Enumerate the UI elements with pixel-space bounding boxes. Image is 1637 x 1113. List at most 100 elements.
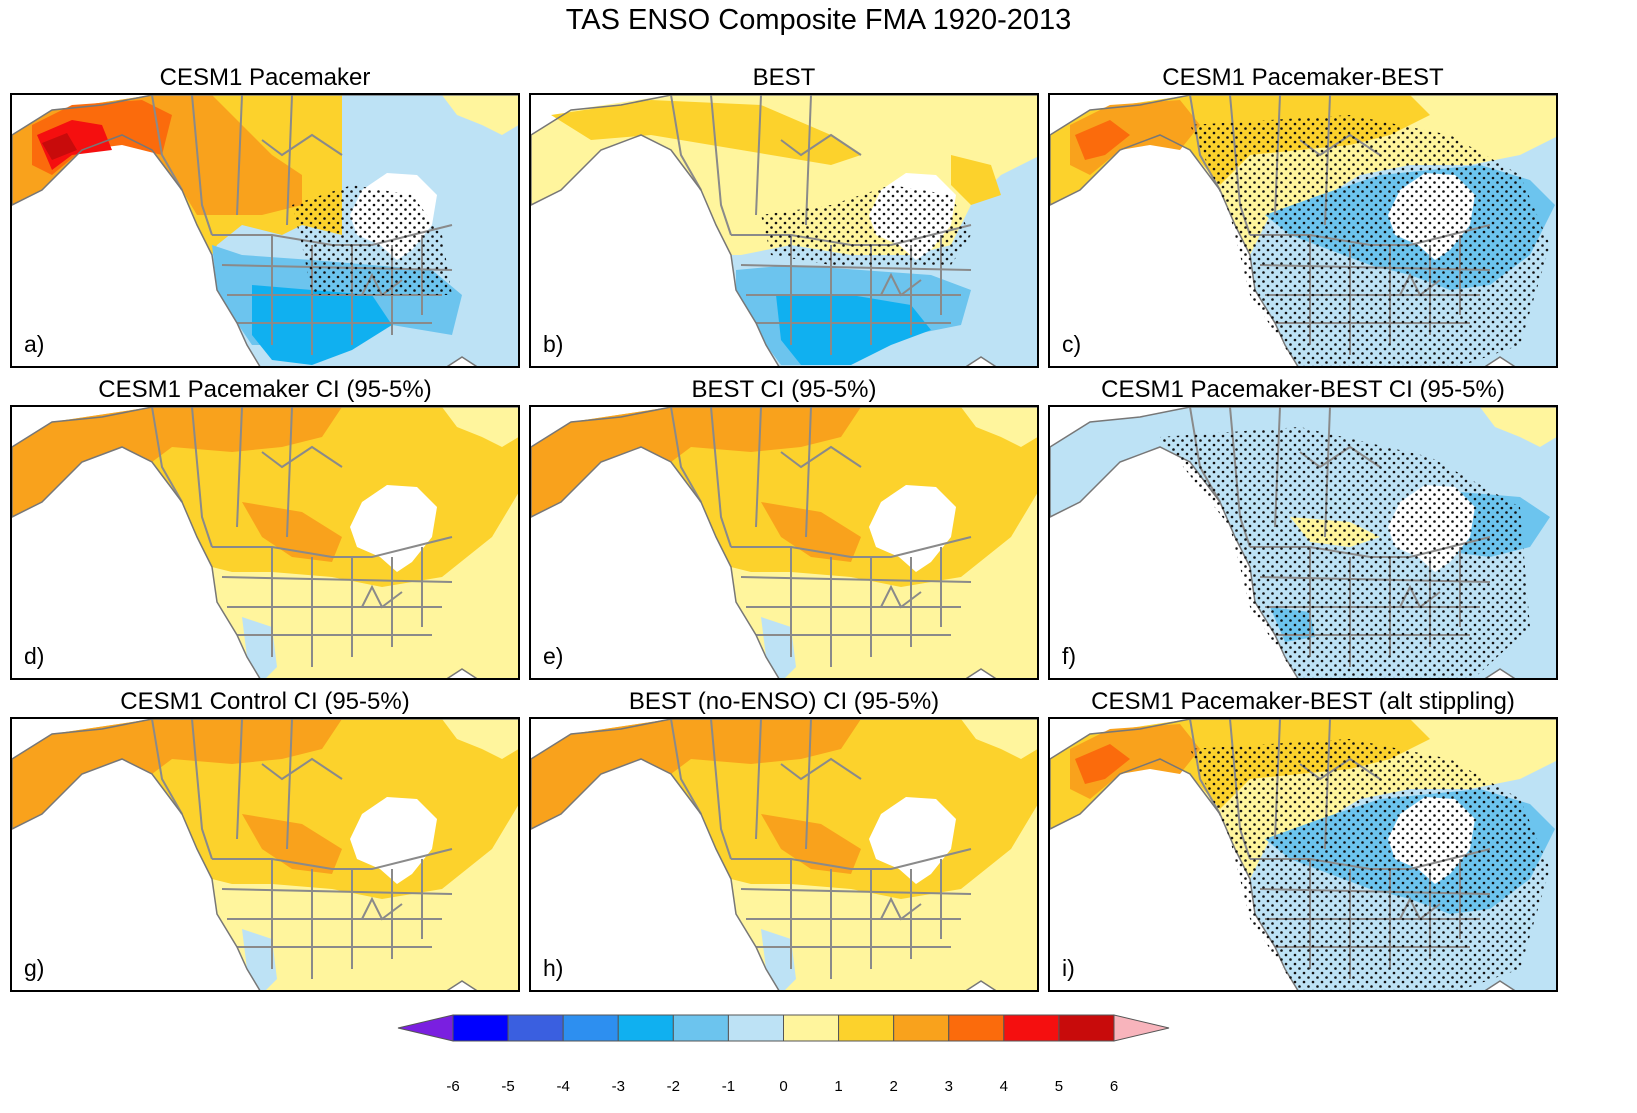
map-panel: d) xyxy=(10,405,520,680)
panel-title: BEST CI (95-5%) xyxy=(691,376,877,403)
boundary-line xyxy=(805,719,812,850)
boundary-line xyxy=(191,95,213,236)
boundary-line xyxy=(740,888,972,895)
temperature-contour xyxy=(1070,724,1200,799)
temperature-contour xyxy=(961,719,1037,759)
map-canvas xyxy=(12,719,518,990)
boundary-line xyxy=(740,576,972,583)
boundary-line xyxy=(880,272,922,297)
coastline xyxy=(531,719,1037,990)
panel-letter: b) xyxy=(543,331,564,357)
panel-letter: d) xyxy=(24,643,45,669)
boundary-line xyxy=(191,719,213,860)
temperature-contour xyxy=(1480,407,1556,447)
map-canvas xyxy=(531,407,1037,678)
colorbar-tick-label: -3 xyxy=(611,1078,625,1095)
colorbar-swatch xyxy=(893,1014,950,1042)
temperature-contour xyxy=(1070,100,1200,175)
boundary-line xyxy=(236,719,243,840)
boundary-line xyxy=(361,584,403,609)
temperature-contour xyxy=(1075,744,1130,784)
boundary-line xyxy=(710,95,732,236)
map-canvas xyxy=(531,719,1037,990)
temperature-contour xyxy=(442,719,518,759)
panel-title: CESM1 Pacemaker xyxy=(159,64,371,91)
map-canvas xyxy=(531,95,1037,366)
hudson-bay xyxy=(869,485,956,572)
boundary-line xyxy=(670,95,702,191)
boundary-line xyxy=(286,407,293,538)
colorbar-swatch xyxy=(562,1014,619,1042)
colorbar-swatch xyxy=(1058,1014,1115,1042)
temperature-contour xyxy=(242,502,342,562)
boundary-line xyxy=(151,407,183,503)
map-panel: c) xyxy=(1048,93,1558,368)
colorbar-tick-label: -4 xyxy=(556,1078,570,1095)
hudson-bay xyxy=(869,797,956,884)
temperature-contour xyxy=(42,133,77,160)
boundary-line xyxy=(191,407,213,548)
panel-title: CESM1 Control CI (95-5%) xyxy=(120,688,410,715)
coastline xyxy=(531,407,1037,678)
temperature-contour xyxy=(761,814,861,874)
panel-letter: e) xyxy=(543,643,564,669)
colorbar-low-arrow xyxy=(397,1014,454,1042)
map-panel: a) xyxy=(10,93,520,368)
panel-title: CESM1 Pacemaker-BEST CI (95-5%) xyxy=(1101,376,1505,403)
colorbar-tick-label: 6 xyxy=(1109,1078,1119,1095)
boundary-line xyxy=(221,888,453,895)
colorbar-swatch xyxy=(838,1014,895,1042)
colorbar-swatch xyxy=(617,1014,674,1042)
boundary-line xyxy=(740,264,972,271)
temperature-contour xyxy=(761,502,861,562)
colorbar-tick-label: -5 xyxy=(501,1078,515,1095)
colorbar-swatch xyxy=(452,1014,509,1042)
boundary-line xyxy=(261,133,343,157)
temperature-contour xyxy=(12,407,342,517)
map-canvas xyxy=(1050,95,1556,366)
boundary-line xyxy=(1189,95,1221,191)
boundary-line xyxy=(880,896,922,921)
temperature-contour xyxy=(531,407,861,517)
colorbar-swatch xyxy=(672,1014,729,1042)
panel-letter: i) xyxy=(1062,955,1075,981)
colorbar-tick-label: -2 xyxy=(666,1078,680,1095)
map-canvas xyxy=(1050,407,1556,678)
temperature-contour xyxy=(1480,719,1556,759)
coastline xyxy=(531,95,1037,366)
panel-title: BEST (no-ENSO) CI (95-5%) xyxy=(628,688,940,715)
temperature-contour xyxy=(551,100,861,165)
boundary-line xyxy=(805,407,812,538)
map-canvas xyxy=(1050,719,1556,990)
panel-letter: c) xyxy=(1062,331,1082,357)
coastline xyxy=(12,719,518,990)
colorbar-swatch xyxy=(948,1014,1005,1042)
boundary-line xyxy=(755,719,762,840)
colorbar-tick-label: 0 xyxy=(779,1078,788,1095)
boundary-line xyxy=(780,757,862,781)
colorbar-swatch xyxy=(783,1014,840,1042)
boundary-line xyxy=(780,445,862,469)
boundary-line xyxy=(710,719,732,860)
colorbar-tick-label: 1 xyxy=(834,1078,843,1095)
map-canvas xyxy=(12,95,518,366)
panel-title: BEST xyxy=(752,64,816,91)
temperature-contour xyxy=(961,407,1037,447)
boundary-line xyxy=(710,407,732,548)
boundary-line xyxy=(151,719,183,815)
panel-letter: f) xyxy=(1062,643,1077,669)
temperature-contour xyxy=(1075,120,1130,160)
map-panel: e) xyxy=(529,405,1039,680)
boundary-line xyxy=(361,896,403,921)
temperature-contour xyxy=(442,407,518,447)
colorbar-swatch xyxy=(507,1014,564,1042)
panel-title: CESM1 Pacemaker CI (95-5%) xyxy=(98,376,432,403)
colorbar-tick-label: 5 xyxy=(1054,1078,1064,1095)
temperature-contour xyxy=(1480,95,1556,135)
panel-title: CESM1 Pacemaker-BEST xyxy=(1162,64,1444,91)
boundary-line xyxy=(670,407,702,503)
panel-letter: a) xyxy=(24,331,45,357)
boundary-line xyxy=(805,95,812,226)
colorbar-tick-label: 3 xyxy=(944,1078,953,1095)
boundary-line xyxy=(670,719,702,815)
